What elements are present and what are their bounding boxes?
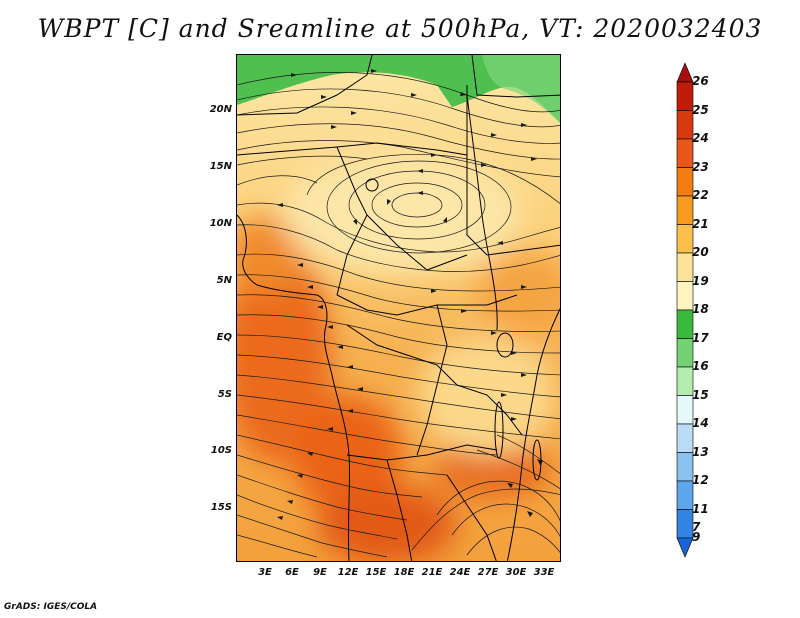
streamlines bbox=[237, 72, 560, 558]
colorbar-label: 16 bbox=[692, 359, 709, 373]
colorbar-label: 21 bbox=[692, 216, 709, 231]
wbpt-streamline-map bbox=[236, 54, 561, 562]
warm-region-west bbox=[237, 245, 332, 465]
colorbar-swatch bbox=[676, 62, 694, 83]
warm-region-southeast bbox=[432, 442, 552, 498]
colorbar-label: 24 bbox=[692, 131, 709, 145]
grads-credit: GrADS: IGES/COLA bbox=[4, 602, 98, 612]
colorbar-swatch bbox=[676, 195, 694, 225]
colorbar-label: 14 bbox=[692, 416, 709, 430]
colorbar-swatch bbox=[676, 281, 694, 311]
colorbar-label: 13 bbox=[692, 444, 709, 459]
lon-label-6e: 6E bbox=[285, 567, 299, 578]
warm-region-east bbox=[477, 250, 560, 340]
lon-label-15e: 15E bbox=[365, 567, 387, 578]
lon-label-24e: 24E bbox=[449, 567, 471, 578]
lat-label-20n: 20N bbox=[209, 104, 232, 115]
colorbar-swatch bbox=[676, 395, 694, 425]
political-boundaries bbox=[237, 55, 560, 561]
lat-label-15s: 15S bbox=[210, 502, 232, 513]
lon-label-30e: 30E bbox=[505, 567, 527, 578]
wbpt-shading bbox=[237, 155, 560, 561]
lon-label-9e: 9E bbox=[313, 567, 327, 578]
colorbar-swatch bbox=[676, 138, 694, 168]
cool-band-north bbox=[237, 55, 560, 123]
colorbar-label: 20 bbox=[692, 245, 709, 259]
colorbar-swatch bbox=[676, 423, 694, 453]
lat-label-5n: 5N bbox=[216, 275, 232, 286]
lon-label-18e: 18E bbox=[393, 567, 415, 578]
colorbar-label: 7 bbox=[692, 520, 701, 534]
colorbar-swatch bbox=[676, 366, 694, 396]
lat-label-10s: 10S bbox=[210, 445, 232, 456]
lon-label-21e: 21E bbox=[421, 567, 443, 578]
colorbar-label: 15 bbox=[692, 387, 709, 402]
colorbar-label: 18 bbox=[692, 302, 709, 316]
lon-label-3e: 3E bbox=[258, 567, 272, 578]
lon-label-27e: 27E bbox=[477, 567, 499, 578]
colorbar-label: 11 bbox=[692, 501, 709, 516]
colorbar-label: 22 bbox=[692, 188, 709, 202]
lon-label-33e: 33E bbox=[533, 567, 555, 578]
lon-label-12e: 12E bbox=[337, 567, 359, 578]
colorbar-label: 12 bbox=[692, 473, 709, 487]
colorbar-swatch bbox=[676, 167, 694, 197]
colorbar-label: 9 bbox=[692, 530, 701, 544]
warm-region-south bbox=[317, 485, 457, 561]
colorbar-label: 23 bbox=[692, 159, 709, 174]
colorbar-swatch bbox=[676, 480, 694, 510]
colorbar-label: 25 bbox=[692, 102, 709, 117]
colorbar-swatch bbox=[676, 81, 694, 111]
colorbar-swatch bbox=[676, 252, 694, 282]
colorbar-swatch bbox=[676, 110, 694, 140]
colorbar-label: 19 bbox=[692, 273, 709, 288]
cool-band-northeast bbox=[482, 55, 560, 124]
colorbar-swatch bbox=[676, 309, 694, 339]
map-title: WBPT [C] and Sreamline at 500hPa, VT: 20… bbox=[37, 14, 763, 43]
cool-region-north bbox=[282, 155, 522, 275]
streamline-arrows bbox=[277, 69, 543, 520]
colorbar-swatch bbox=[676, 224, 694, 254]
map-canvas bbox=[237, 55, 560, 561]
colorbar-swatch bbox=[676, 509, 694, 539]
lat-label-15n: 15N bbox=[209, 161, 232, 172]
colorbar-swatch bbox=[676, 452, 694, 482]
colorbar-swatch bbox=[676, 537, 694, 558]
lat-label-10n: 10N bbox=[209, 218, 232, 229]
colorbar-label: 17 bbox=[692, 330, 709, 345]
lat-label-eq: EQ bbox=[216, 332, 232, 343]
colorbar bbox=[676, 62, 694, 558]
lat-label-5s: 5S bbox=[217, 389, 232, 400]
colorbar-label: 26 bbox=[692, 74, 709, 88]
colorbar-swatch bbox=[676, 338, 694, 368]
